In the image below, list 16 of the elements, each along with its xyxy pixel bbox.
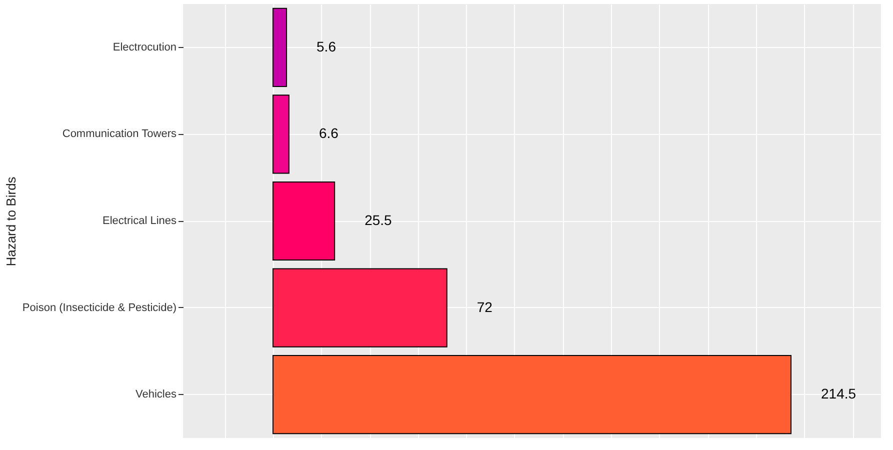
bar — [272, 181, 336, 261]
data-label: 25.5 — [364, 212, 392, 228]
y-tick-label: Communication Towers — [62, 128, 177, 140]
data-label: 6.6 — [318, 125, 339, 142]
bar — [272, 355, 792, 434]
data-label: 214.5 — [821, 386, 856, 402]
bar — [272, 8, 288, 87]
y-tick-label: Poison (Insecticide & Pesticide) — [22, 302, 176, 314]
y-axis-title: Hazard to Birds — [3, 176, 18, 266]
y-tick-label: Vehicles — [136, 388, 177, 401]
bar — [272, 268, 448, 348]
data-label: 5.6 — [316, 38, 336, 54]
y-tick-label: Electrocution — [112, 41, 176, 54]
y-tick-label: Electrical Lines — [102, 215, 177, 227]
bar — [272, 94, 290, 174]
data-label: 72 — [476, 298, 493, 315]
